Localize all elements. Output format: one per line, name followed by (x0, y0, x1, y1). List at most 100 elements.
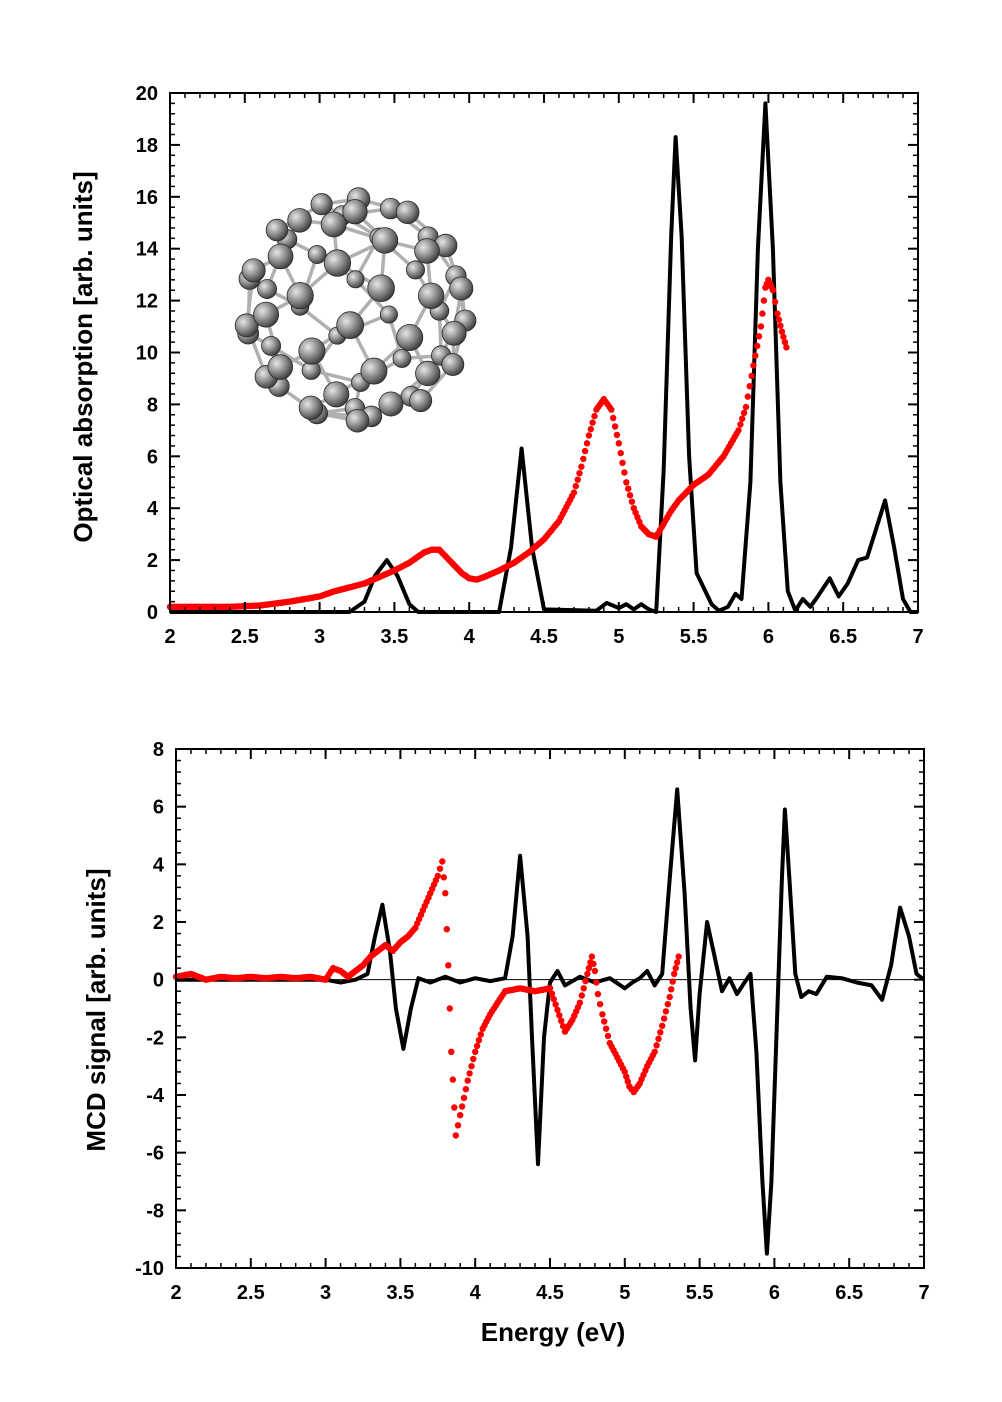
absorption-data-point (744, 393, 751, 400)
mcd-series-dots-1 (172, 858, 682, 1139)
c60-atom (286, 282, 314, 310)
absorption-data-point (775, 316, 783, 323)
absorption-x-tick-label: 5.5 (680, 626, 708, 648)
absorption-data-point (583, 440, 591, 447)
mcd-data-point (475, 1037, 483, 1044)
c60-atom (307, 245, 327, 264)
mcd-data-point (604, 1032, 612, 1040)
absorption-data-point (591, 412, 598, 420)
mcd-y-tick-label: 8 (153, 739, 164, 761)
absorption-x-tick-label: 6 (763, 626, 774, 648)
mcd-data-point (655, 1035, 662, 1043)
c60-atom (346, 270, 365, 289)
absorption-data-point (740, 409, 748, 416)
absorption-data-point (572, 482, 579, 490)
absorption-data-point (585, 432, 593, 439)
absorption-data-point (621, 469, 628, 476)
mcd-data-point (548, 990, 556, 997)
absorption-data-point (576, 470, 583, 477)
absorption-data-point (619, 459, 626, 466)
mcd-y-tick-label: 6 (153, 797, 164, 819)
absorption-data-point (581, 447, 589, 455)
mcd-data-point (671, 970, 678, 978)
mcd-data-point (434, 872, 441, 880)
mcd-data-point (464, 1077, 471, 1084)
mcd-data-point (458, 1103, 466, 1110)
absorption-chart: 2 2.5 3 3.5 4 4.5 5 5.5 6 6.5 7 02468101214161820 … (68, 83, 924, 648)
mcd-data-point (675, 953, 682, 960)
absorption-data-point (771, 298, 779, 306)
mcd-data-point (669, 978, 676, 985)
mcd-data-point (473, 1042, 481, 1050)
mcd-data-point (552, 1001, 559, 1008)
mcd-data-point (578, 992, 585, 999)
absorption-x-tick-label: 7 (912, 626, 923, 648)
c60-atom (323, 249, 352, 277)
absorption-x-tick-label: 4 (464, 626, 476, 648)
mcd-y-tick-label: 4 (153, 854, 165, 876)
mcd-data-point (584, 970, 591, 978)
mcd-chart: 2 2.5 3 3.5 4 4.5 5 5.5 6 6.5 7 -10 -8 -6 -4 -2 0 2 4 6 8 M… (81, 739, 930, 1347)
mcd-y-tick-label: 0 (153, 970, 164, 992)
mcd-plot-area (172, 748, 926, 1269)
mcd-data-point (439, 858, 446, 865)
mcd-data-point (653, 1042, 660, 1049)
mcd-x-tick-label: 5 (619, 1282, 630, 1304)
mcd-data-point (440, 874, 447, 881)
absorption-data-point (742, 403, 750, 411)
mcd-data-point (472, 1048, 479, 1056)
mcd-data-point (602, 1025, 610, 1032)
c60-fullerene-molecule (234, 187, 477, 433)
absorption-data-point (754, 342, 761, 350)
absorption-data-point (739, 415, 746, 422)
mcd-data-point (470, 1055, 477, 1063)
c60-atom (371, 227, 399, 254)
absorption-data-point (750, 362, 757, 369)
absorption-series-dots-1 (166, 276, 790, 610)
mcd-series-line-0 (176, 787, 926, 1256)
absorption-data-point (623, 479, 630, 486)
absorption-x-tick-label: 4.5 (530, 626, 558, 648)
mcd-data-point (585, 964, 593, 972)
absorption-data-point (587, 425, 594, 433)
mcd-data-point (554, 1006, 561, 1014)
absorption-series-line-0 (170, 101, 918, 614)
c60-atom (441, 320, 467, 346)
mcd-y-tick-label: -8 (146, 1200, 164, 1222)
mcd-data-point (546, 985, 554, 992)
mcd-data-point (442, 890, 449, 897)
mcd-data-point (662, 1008, 670, 1015)
mcd-data-point (556, 1012, 563, 1019)
mcd-data-point (443, 926, 450, 933)
mcd-x-axis-title: Energy (eV) (481, 1317, 626, 1347)
absorption-data-point (613, 431, 621, 439)
absorption-data-point (626, 492, 634, 499)
absorption-data-point (778, 328, 786, 335)
mcd-data-point (446, 1005, 453, 1012)
mcd-x-tick-label: 5.5 (686, 1282, 714, 1304)
absorption-y-tick-label: 8 (147, 394, 158, 416)
absorption-data-point (774, 310, 781, 317)
mcd-x-tick-label: 6 (769, 1282, 780, 1304)
mcd-data-point (601, 1018, 608, 1025)
absorption-data-point (580, 455, 587, 463)
c60-atom (405, 260, 425, 280)
mcd-data-point (580, 985, 587, 992)
c60-atom (287, 208, 312, 233)
absorption-x-ticks: 2 2.5 3 3.5 4 4.5 5 5.5 6 6.5 7 (164, 93, 924, 648)
c60-atom (392, 349, 412, 368)
mcd-y-ticks: -10 -8 -6 -4 -2 0 2 4 6 8 (135, 739, 924, 1280)
absorption-data-point (757, 323, 765, 330)
absorption-y-tick-label: 16 (136, 187, 158, 209)
absorption-y-tick-label: 14 (136, 239, 159, 261)
absorption-data-point (748, 372, 755, 380)
mcd-x-ticks: 2 2.5 3 3.5 4 4.5 5 5.5 6 6.5 7 (170, 749, 930, 1304)
absorption-data-point (570, 489, 578, 496)
mcd-data-point (452, 1132, 459, 1139)
c60-atom (234, 313, 259, 338)
absorption-data-point (737, 421, 744, 428)
c60-atom (342, 199, 368, 225)
c60-atom (241, 258, 266, 283)
mcd-data-point (664, 1001, 671, 1008)
c60-atom (267, 354, 294, 380)
